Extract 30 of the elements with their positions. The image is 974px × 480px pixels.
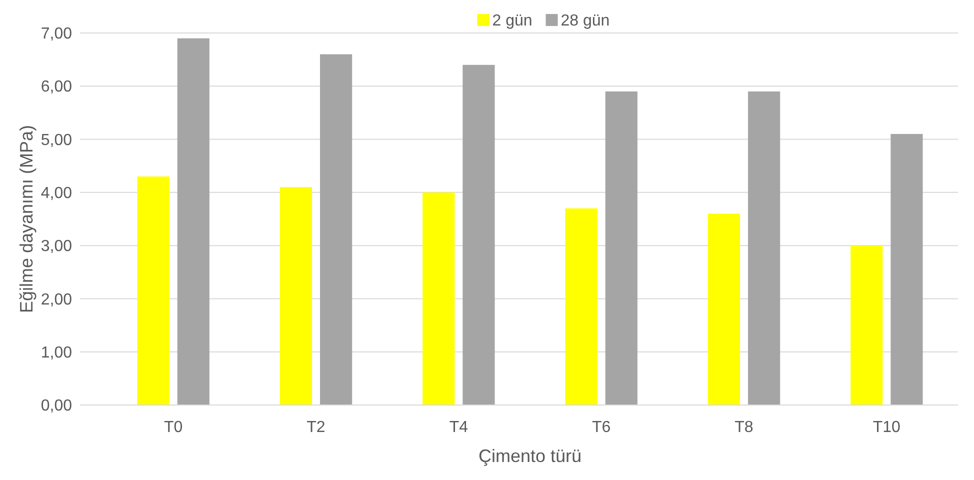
bar bbox=[850, 246, 883, 405]
bar bbox=[462, 64, 495, 405]
y-tick-label: 0,00 bbox=[40, 398, 72, 415]
bar bbox=[565, 208, 598, 405]
bar bbox=[177, 38, 210, 405]
bar bbox=[280, 187, 312, 405]
bar bbox=[320, 54, 352, 405]
x-tick-label: T8 bbox=[734, 419, 754, 436]
x-tick-label: T6 bbox=[592, 419, 611, 436]
x-tick-label: T4 bbox=[449, 419, 468, 436]
y-axis-title: Eğilme dayanımı (MPa) bbox=[16, 124, 36, 314]
y-tick-label: 4,00 bbox=[40, 185, 72, 202]
legend-label: 28 gün bbox=[560, 12, 610, 30]
y-tick-label: 2,00 bbox=[40, 291, 72, 308]
y-tick-label: 1,00 bbox=[40, 344, 72, 362]
x-tick-label: T10 bbox=[872, 419, 901, 436]
x-tick-label: T2 bbox=[306, 419, 326, 436]
legend-label: 2 gün bbox=[492, 12, 532, 30]
bar bbox=[137, 176, 170, 405]
y-tick-label: 6,00 bbox=[40, 78, 72, 96]
bar bbox=[605, 91, 638, 405]
bar bbox=[422, 192, 455, 405]
y-tick-label: 3,00 bbox=[40, 238, 72, 256]
bar bbox=[890, 134, 923, 405]
y-tick-label: 7,00 bbox=[40, 26, 72, 43]
y-tick-label: 5,00 bbox=[40, 132, 72, 149]
bar bbox=[708, 214, 740, 405]
bar bbox=[748, 91, 780, 405]
x-tick-label: T0 bbox=[164, 419, 183, 436]
x-axis-title: Çimento türü bbox=[478, 446, 582, 466]
